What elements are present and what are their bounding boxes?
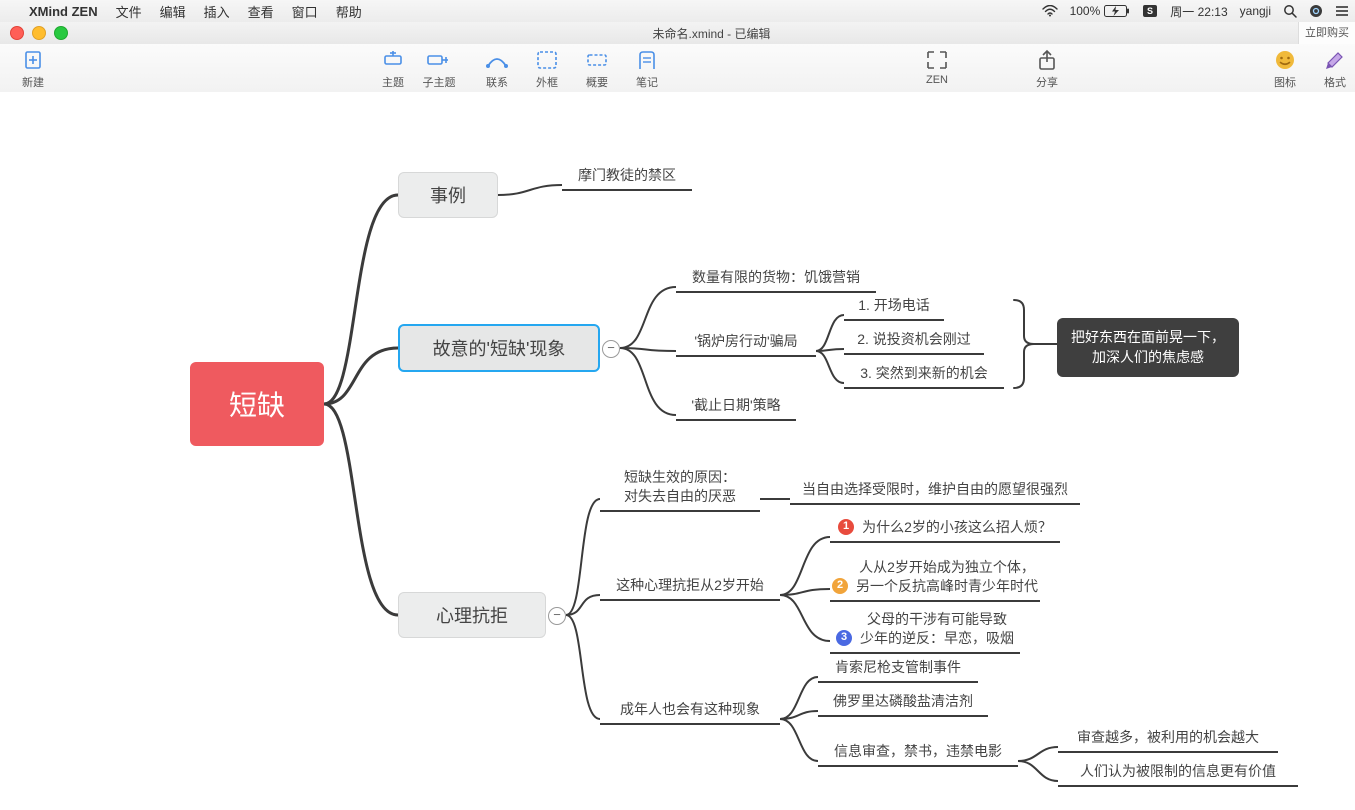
battery-status[interactable]: 100% [1064,4,1137,18]
document-title: 未命名.xmind - 已编辑 [68,25,1355,42]
menu-view[interactable]: 查看 [239,2,283,21]
notification-center-icon[interactable] [1329,5,1355,17]
leaf-call-1[interactable]: 1. 开场电话 [844,296,944,321]
root-topic[interactable]: 短缺 [190,362,324,446]
leaf-age2-parents[interactable]: 3父母的干涉有可能导致 少年的逆反：早恋，吸烟 [830,610,1020,654]
priority-3-icon: 3 [836,630,852,646]
macos-menubar: XMind ZEN 文件 编辑 插入 查看 窗口 帮助 100% S 周一 22… [0,0,1355,23]
leaf-reason[interactable]: 短缺生效的原因： 对失去自由的厌恶 [600,468,760,512]
leaf-limited-goods[interactable]: 数量有限的货物：饥饿营销 [676,268,876,293]
toolbar-summary[interactable]: 概要 [574,47,620,90]
leaf-phosphate[interactable]: 佛罗里达磷酸盐清洁剂 [818,692,988,717]
menu-file[interactable]: 文件 [107,2,151,21]
menu-window[interactable]: 窗口 [283,2,327,21]
menu-insert[interactable]: 插入 [195,2,239,21]
leaf-adults[interactable]: 成年人也会有这种现象 [600,700,780,725]
toolbar-icon[interactable]: 图标 [1262,47,1308,90]
leaf-censorship-a[interactable]: 审查越多，被利用的机会越大 [1058,728,1278,753]
leaf-reason-detail[interactable]: 当自由选择受限时，维护自由的愿望很强烈 [790,480,1080,505]
siri-icon[interactable] [1303,4,1329,18]
wifi-icon[interactable] [1036,5,1064,17]
toolbar-new[interactable]: 新建 [10,47,56,90]
toolbar-share[interactable]: 分享 [1024,47,1070,90]
buy-now-button[interactable]: 立即购买 [1298,22,1355,44]
menu-help[interactable]: 帮助 [327,2,371,21]
minimize-button[interactable] [32,26,46,40]
collapse-toggle-2[interactable]: − [548,607,566,625]
menu-edit[interactable]: 编辑 [151,2,195,21]
spotlight-icon[interactable] [1277,4,1303,18]
collapse-toggle[interactable]: − [602,340,620,358]
toolbar-subtopic[interactable]: 子主题 [416,47,462,90]
window-titlebar: 未命名.xmind - 已编辑 立即购买 [0,22,1355,45]
toolbar-boundary[interactable]: 外框 [524,47,570,90]
leaf-call-2[interactable]: 2. 说投资机会刚过 [844,330,984,355]
leaf-mormon[interactable]: 摩门教徒的禁区 [562,166,692,191]
svg-text:S: S [1147,6,1153,16]
toolbar-relation[interactable]: 联系 [474,47,520,90]
topic-examples[interactable]: 事例 [398,172,498,218]
leaf-censorship[interactable]: 信息审查，禁书，违禁电影 [818,742,1018,767]
priority-2-icon: 2 [832,578,848,594]
priority-1-icon: 1 [838,519,854,535]
input-source-icon[interactable]: S [1136,4,1164,18]
topic-reactance[interactable]: 心理抗拒 [398,592,546,638]
leaf-deadline[interactable]: '截止日期'策略 [676,396,796,421]
close-button[interactable] [10,26,24,40]
zoom-button[interactable] [54,26,68,40]
clock[interactable]: 周一 22:13 [1164,3,1233,20]
toolbar-topic[interactable]: 主题 [370,47,416,90]
leaf-age2-detail[interactable]: 2人从2岁开始成为独立个体， 另一个反抗高峰时青少年时代 [830,558,1040,602]
mindmap-canvas[interactable]: 短缺 事例 故意的'短缺'现象 − 心理抗拒 − 摩门教徒的禁区 数量有限的货物… [0,92,1355,810]
toolbar: 新建 主题 子主题 联系 外框 概要 笔记 ZEN 分享 图标 格式 [0,44,1355,93]
window-controls [0,26,68,40]
leaf-call-3[interactable]: 3. 突然到来新的机会 [844,364,1004,389]
summary-callout[interactable]: 把好东西在面前晃一下， 加深人们的焦虑感 [1057,318,1239,377]
toolbar-note[interactable]: 笔记 [624,47,670,90]
leaf-age2-q[interactable]: 1为什么2岁的小孩这么招人烦？ [830,518,1060,543]
toolbar-zen[interactable]: ZEN [914,47,960,86]
leaf-censorship-b[interactable]: 人们认为被限制的信息更有价值 [1058,762,1298,787]
app-name[interactable]: XMind ZEN [20,4,107,19]
topic-intentional-scarcity[interactable]: 故意的'短缺'现象 [398,324,600,372]
leaf-from-age-2[interactable]: 这种心理抗拒从2岁开始 [600,576,780,601]
toolbar-format[interactable]: 格式 [1312,47,1355,90]
user-name[interactable]: yangji [1234,4,1277,18]
leaf-guns[interactable]: 肯索尼枪支管制事件 [818,658,978,683]
leaf-boiler-room[interactable]: '锅炉房行动'骗局 [676,332,816,357]
